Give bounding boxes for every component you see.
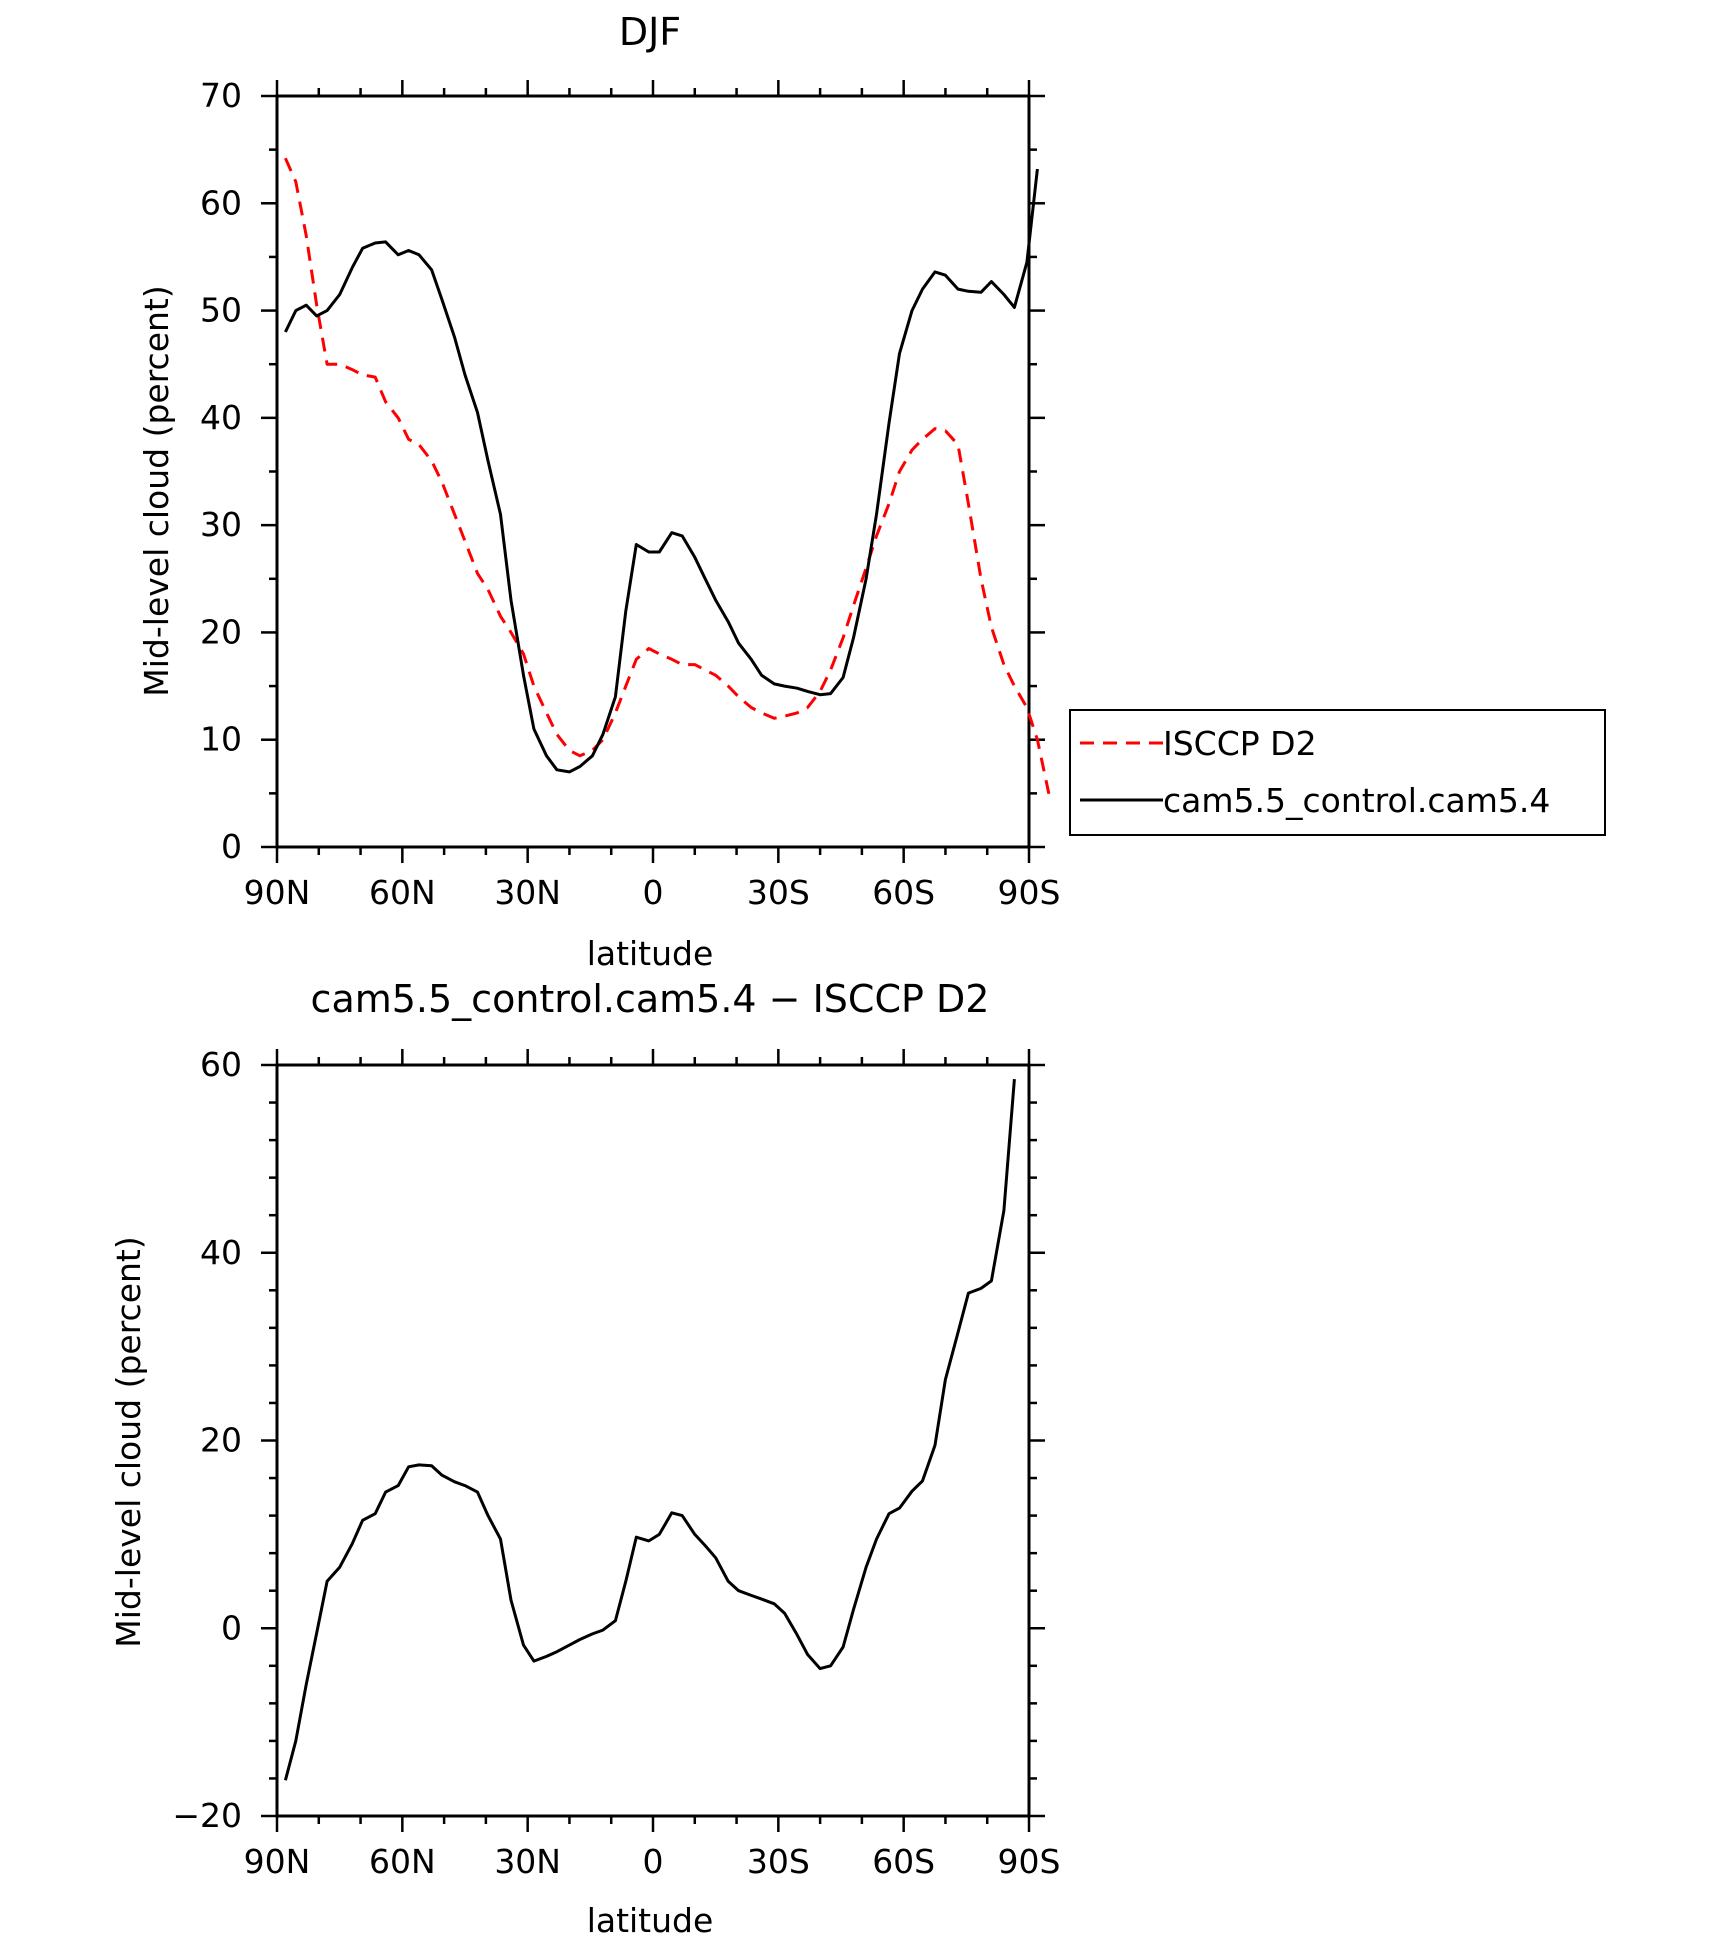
legend-label-isccp: ISCCP D2	[1163, 724, 1317, 763]
difference-panel: cam5.5_control.cam5.4 − ISCCP D2 Mid-lev…	[109, 977, 1060, 1940]
djf-panel: DJF Mid-level cloud (percent) latitude 9…	[137, 10, 1606, 973]
y-tick-label: 10	[200, 720, 242, 759]
x-tick-label: 0	[643, 1842, 664, 1881]
x-tick-label: 30S	[747, 873, 810, 912]
axis-ticks: 90N 60N 30N 0 30S 60S 90S −20 0 20 40 60	[172, 1045, 1060, 1881]
y-axis-label: Mid-level cloud (percent)	[137, 285, 176, 696]
plot-frame	[275, 94, 1031, 849]
y-tick-label: 60	[200, 1045, 242, 1084]
y-tick-label: 50	[200, 291, 242, 330]
y-tick-label: −20	[172, 1796, 242, 1835]
x-tick-label: 60S	[872, 1842, 935, 1881]
x-tick-label: 60N	[369, 873, 436, 912]
x-tick-label: 30N	[494, 873, 561, 912]
y-tick-label: 0	[221, 827, 242, 866]
x-axis-label: latitude	[587, 1901, 714, 1939]
y-tick-label: 60	[200, 183, 242, 222]
legend-label-cam: cam5.5_control.cam5.4	[1163, 781, 1550, 820]
y-tick-label: 0	[221, 1608, 242, 1647]
y-tick-label: 30	[200, 505, 242, 544]
x-tick-label: 90N	[244, 873, 311, 912]
series-line-1	[284, 157, 1052, 800]
x-tick-label: 30N	[494, 1842, 561, 1881]
x-tick-label: 60S	[872, 873, 935, 912]
y-tick-label: 40	[200, 398, 242, 437]
y-tick-label: 70	[200, 76, 242, 115]
series-line-2	[284, 168, 1039, 774]
y-tick-label: 40	[200, 1233, 242, 1272]
series-group	[283, 1078, 1016, 1781]
series-line-1	[283, 1078, 1016, 1781]
y-axis-label: Mid-level cloud (percent)	[109, 1236, 148, 1647]
series-group	[284, 157, 1052, 800]
x-axis-label: latitude	[587, 934, 714, 973]
x-tick-label: 30S	[747, 1842, 810, 1881]
legend: ISCCP D2 cam5.5_control.cam5.4	[1069, 709, 1606, 836]
legend-box	[1069, 709, 1606, 836]
x-tick-label: 90S	[998, 1842, 1061, 1881]
x-tick-label: 0	[643, 873, 664, 912]
y-tick-label: 20	[200, 1421, 242, 1460]
x-tick-label: 90S	[998, 873, 1061, 912]
x-tick-label: 90N	[244, 1842, 311, 1881]
axis-ticks: 90N 60N 30N 0 30S 60S 90S 0 10 20 30 40 50 60 70	[200, 76, 1060, 912]
chart-title: cam5.5_control.cam5.4 − ISCCP D2	[311, 977, 990, 1021]
chart-title: DJF	[619, 10, 681, 54]
plot-frame	[275, 1063, 1031, 1818]
x-tick-label: 60N	[369, 1842, 436, 1881]
y-tick-label: 20	[200, 612, 242, 651]
